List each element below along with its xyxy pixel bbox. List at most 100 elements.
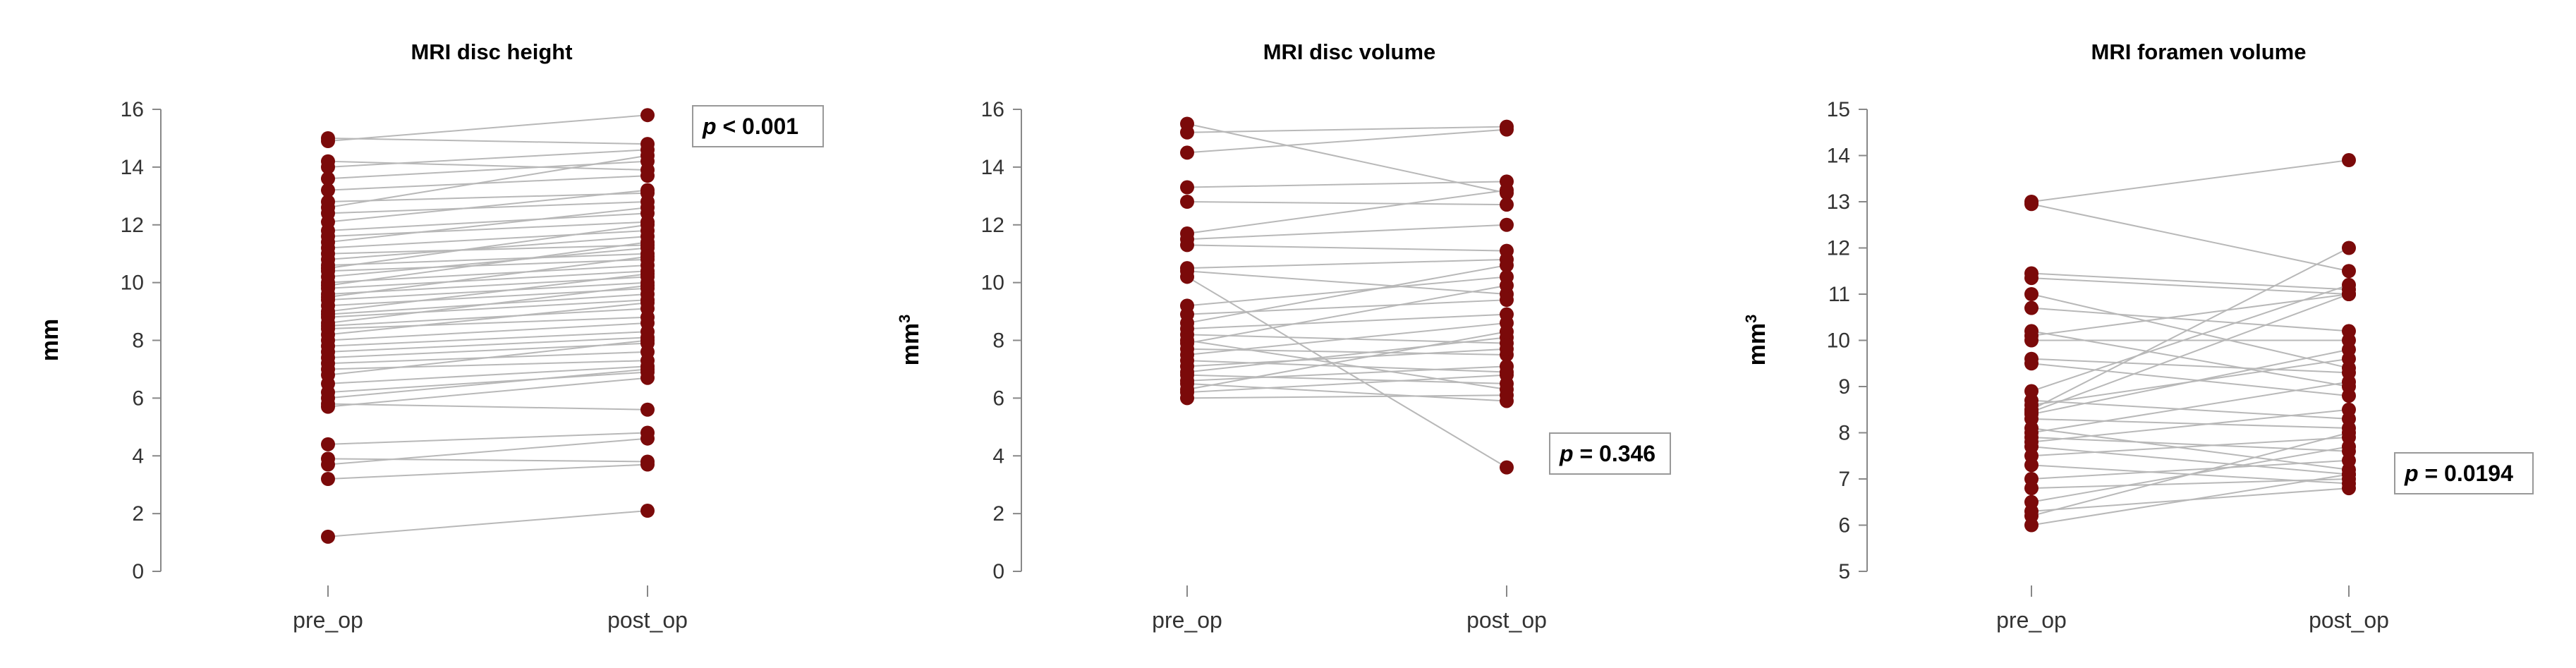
y-axis-label: mm3 — [1742, 315, 1770, 366]
p-symbol: p — [2404, 461, 2419, 486]
pair-line — [327, 207, 648, 243]
post-op-point — [1500, 324, 1514, 339]
x-tick-label: post_op — [607, 607, 688, 633]
post-op-point — [640, 200, 655, 215]
y-tick-label: 10 — [981, 272, 1004, 295]
pair-line — [1186, 128, 1507, 154]
pair-line — [1186, 244, 1507, 252]
y-tick-label: 14 — [121, 156, 144, 179]
y-axis-label: mm — [37, 319, 63, 361]
panel-disc-volume: MRI disc volume mm3 0 2 4 6 8 10 12 14 16 pre_op p… — [896, 40, 1671, 633]
pair-line — [327, 212, 648, 231]
pair-line — [2031, 432, 2350, 517]
post-op-point — [2342, 342, 2356, 357]
pair-line — [1186, 336, 1507, 373]
y-axis-label-text: mm — [897, 323, 924, 365]
pair-line — [2031, 437, 2350, 457]
pair-line — [327, 154, 648, 209]
pair-line — [327, 236, 648, 260]
pair-line — [1186, 126, 1507, 133]
pair-line — [2031, 293, 2350, 369]
pair-line — [327, 273, 648, 312]
y-axis-label-text: mm — [37, 319, 63, 361]
y-tick-label: 16 — [981, 98, 1004, 121]
y-tick-label: 2 — [132, 502, 144, 526]
y-axis-label: mm3 — [896, 315, 924, 366]
p-symbol: p — [1559, 441, 1574, 466]
y-tick-label: 14 — [981, 156, 1004, 179]
pair-line — [2031, 277, 2350, 295]
pair-line — [1186, 265, 1507, 324]
p-value: < 0.001 — [717, 114, 799, 139]
pre-op-point — [2024, 458, 2039, 473]
pair-line — [327, 175, 648, 191]
post-op-point — [640, 457, 655, 472]
panel-title: MRI disc height — [411, 40, 572, 64]
pair-line — [327, 308, 648, 327]
pair-line — [1186, 224, 1507, 241]
pair-line — [1186, 322, 1507, 356]
post-op-point — [1500, 278, 1514, 293]
post-op-point — [640, 235, 655, 250]
post-op-point — [640, 267, 655, 281]
pair-line — [1186, 276, 1507, 307]
post-op-point — [640, 249, 655, 264]
pre-op-point — [321, 457, 335, 472]
pair-line — [327, 221, 648, 238]
y-tick-label: 12 — [1827, 237, 1850, 260]
y-tick-label: 15 — [1827, 98, 1850, 121]
pre-op-point — [321, 159, 335, 174]
pair-line — [327, 201, 648, 214]
p-value-label: p = 0.0194 — [2404, 461, 2513, 486]
pair-line — [327, 229, 648, 249]
pair-line — [2031, 247, 2350, 411]
pair-line — [327, 137, 648, 145]
pair-line — [1186, 348, 1507, 368]
post-op-point — [1500, 183, 1514, 198]
post-op-point — [2342, 467, 2356, 482]
pair-line — [327, 322, 648, 341]
pair-line — [1186, 331, 1507, 391]
panel-disc-height: MRI disc height mm 0 2 4 6 8 10 12 14 16 pre_op po… — [37, 40, 824, 633]
y-tick-label: 0 — [992, 560, 1004, 583]
post-op-point — [640, 169, 655, 183]
post-op-point — [640, 431, 655, 446]
pair-line — [1186, 276, 1507, 468]
post-op-point — [640, 370, 655, 385]
y-tick-label: 0 — [132, 560, 144, 583]
pair-line — [327, 510, 648, 538]
pre-op-point — [321, 171, 335, 186]
pair-line — [2031, 307, 2350, 332]
pair-line — [327, 149, 648, 168]
pair-line — [2031, 293, 2350, 413]
pair-line — [2031, 381, 2350, 434]
panel-title: MRI foramen volume — [2091, 40, 2307, 64]
pair-line — [1186, 123, 1507, 194]
pair-line — [327, 360, 648, 370]
post-op-point — [640, 278, 655, 293]
post-op-point — [1500, 293, 1514, 308]
pair-line — [327, 247, 648, 278]
y-tick-label: 13 — [1827, 190, 1850, 214]
pair-line — [2031, 446, 2350, 475]
pair-line — [327, 302, 648, 336]
pair-line — [327, 281, 648, 301]
pair-line — [1186, 374, 1507, 384]
y-tick-label: 2 — [992, 502, 1004, 526]
x-tick-label: pre_op — [1996, 607, 2067, 633]
pair-line — [327, 316, 648, 330]
y-tick-label: 5 — [1838, 560, 1850, 583]
panel-foramen-volume: MRI foramen volume mm3 5 6 7 8 9 10 11 12 13 14 15… — [1742, 40, 2534, 633]
y-tick-label: 8 — [132, 329, 144, 353]
post-op-point — [640, 402, 655, 417]
pair-line — [2031, 159, 2350, 202]
pair-line — [1186, 365, 1507, 382]
pair-line — [327, 368, 648, 399]
y-tick-label: 4 — [132, 444, 144, 468]
pair-line — [327, 192, 648, 202]
panel-title: MRI disc volume — [1263, 40, 1436, 64]
post-op-point — [1500, 258, 1514, 273]
pre-op-point — [1180, 145, 1194, 160]
post-op-point — [2342, 153, 2356, 168]
pair-line — [327, 339, 648, 376]
